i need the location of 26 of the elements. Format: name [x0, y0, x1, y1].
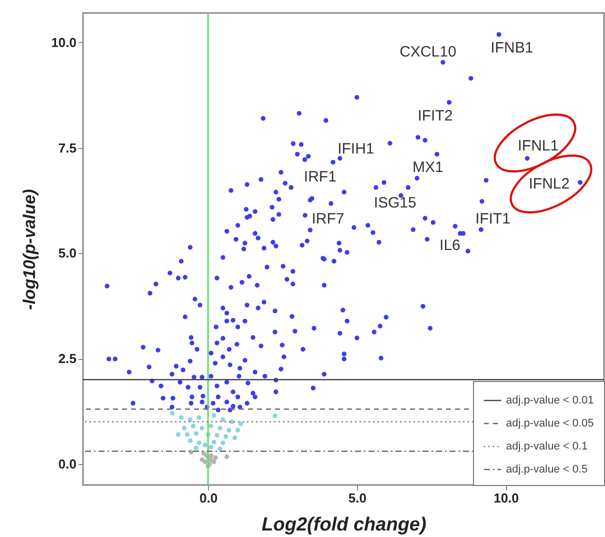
x-tick-label: 5.0 — [348, 490, 366, 506]
x-axis-title: Log2(fold change) — [262, 514, 426, 536]
legend-label: adj.p-value < 0.5 — [506, 464, 588, 476]
annotation: IFIT2 — [418, 107, 453, 124]
annotation: IFNL2 — [528, 175, 570, 192]
annotation: IL6 — [440, 237, 460, 254]
y-axis-title: -log10(p-value) — [20, 188, 40, 310]
y-tick-label: 10.0 — [51, 35, 76, 50]
annotation: MX1 — [412, 159, 444, 176]
annotation: CXCL10 — [400, 43, 456, 60]
annotation: IFNB1 — [490, 39, 534, 56]
legend-label: adj.p-value < 0.01 — [506, 394, 594, 406]
legend-label: adj.p-value < 0.05 — [506, 418, 594, 430]
annotation: ISG15 — [374, 194, 416, 212]
annotation: IFNL1 — [518, 137, 559, 154]
x-tick-label: 0.0 — [200, 490, 218, 506]
legend-label: adj.p-value < 0.1 — [506, 440, 588, 452]
annotation: IFIT1 — [475, 210, 510, 228]
y-tick-label: 0.0 — [58, 456, 76, 472]
annotation: IRF7 — [312, 210, 344, 228]
annotation: IFIH1 — [338, 140, 374, 158]
annotation: IRF1 — [304, 168, 336, 186]
y-tick-label: 5.0 — [58, 246, 76, 261]
y-tick-label: 2.5 — [58, 351, 76, 366]
y-tick-label: 7.5 — [58, 140, 76, 156]
x-tick-label: 10.0 — [494, 490, 519, 506]
